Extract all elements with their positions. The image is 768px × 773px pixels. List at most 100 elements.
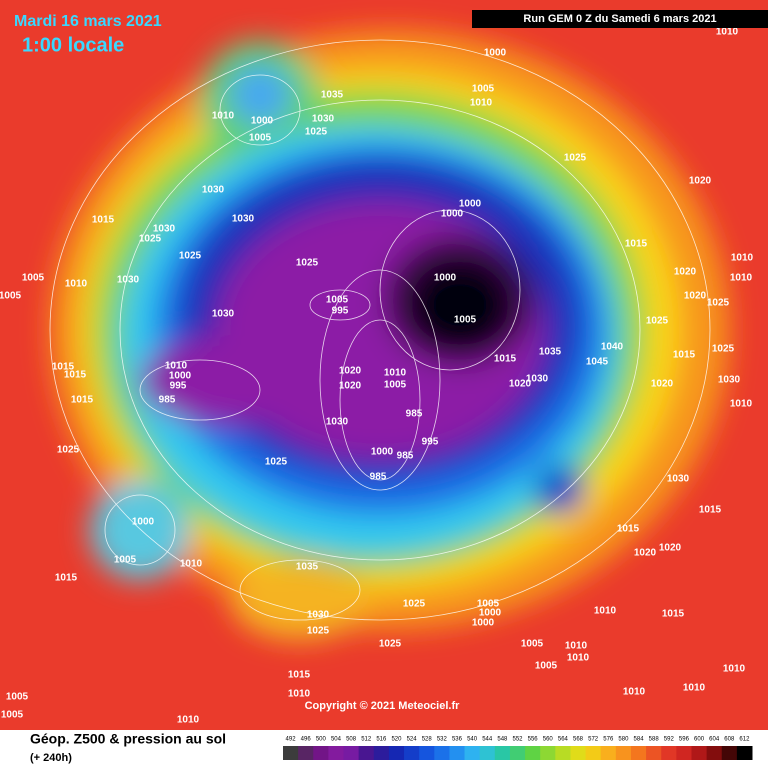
isobar-label: 1015	[55, 573, 78, 584]
isobar-label: 1015	[617, 524, 640, 535]
colorbar-label: 528	[422, 737, 433, 743]
colorbar-swatch	[525, 746, 541, 760]
isobar-label: 1015	[699, 505, 722, 516]
isobar-label: 1005	[521, 639, 544, 650]
colorbar-swatch	[691, 746, 708, 760]
isobar-label: 1035	[296, 562, 319, 573]
isobar-label: 995	[332, 306, 349, 317]
isobar-label: 1005	[454, 315, 477, 326]
isobar-label: 1015	[494, 354, 517, 365]
colorbar-label: 524	[407, 737, 418, 743]
isobar-label: 1010	[623, 687, 646, 698]
isobar-label: 1010	[212, 111, 235, 122]
isobar-label: 1005	[326, 295, 349, 306]
colorbar-label: 576	[603, 737, 614, 743]
colorbar-swatch	[388, 746, 405, 760]
isobar-label: 1020	[339, 381, 362, 392]
isobar-label: 1005	[6, 692, 29, 703]
isobar-label: 1010	[180, 559, 203, 570]
colorbar-label: 492	[286, 737, 297, 743]
colorbar-swatch	[540, 746, 556, 760]
colorbar-swatch	[555, 746, 571, 760]
colorbar-label: 556	[528, 737, 539, 743]
colorbar-label: 612	[739, 737, 750, 743]
time: 1:00 locale	[22, 34, 124, 56]
isobar-label: 1035	[321, 90, 344, 101]
isobar-label: 1015	[288, 670, 311, 681]
isobar-label: 1020	[651, 379, 674, 390]
isobar-label: 1000	[169, 371, 192, 382]
colorbar-swatch	[479, 746, 496, 760]
colorbar-swatch	[464, 746, 481, 760]
isobar-label: 1005	[114, 555, 137, 566]
isobar-label: 1010	[716, 27, 739, 38]
isobar-label: 1015	[52, 362, 75, 373]
colorbar: 492 496 500 504 508 512 516 520 524 528 532 536 540 5…	[283, 737, 753, 760]
isobar-label: 1015	[673, 350, 696, 361]
isobar-label: 1030	[153, 224, 176, 235]
colorbar-label: 600	[694, 737, 705, 743]
colorbar-label: 512	[361, 737, 372, 743]
colorbar-label: 596	[679, 737, 690, 743]
colorbar-label: 564	[558, 737, 569, 743]
isobar-label: 1025	[296, 258, 319, 269]
colorbar-swatch	[298, 746, 314, 760]
isobar-label: 1025	[265, 457, 288, 468]
colorbar-label: 572	[588, 737, 599, 743]
isobar-label: 1030	[718, 375, 741, 386]
isobar-label: 1000	[484, 48, 507, 59]
colorbar-swatch	[509, 746, 526, 760]
colorbar-label: 552	[512, 737, 523, 743]
isobar-label: 1025	[179, 251, 202, 262]
isobar-label: 1005	[535, 661, 558, 672]
isobar-label: 1030	[232, 214, 255, 225]
colorbar-swatch	[328, 746, 345, 760]
legend-title: Géop. Z500 & pression au sol	[30, 731, 226, 747]
colorbar-label: 568	[573, 737, 584, 743]
colorbar-swatch	[373, 746, 390, 760]
colorbar-label: 496	[301, 737, 312, 743]
colorbar-swatch	[585, 746, 602, 760]
colorbar-label: 504	[331, 737, 342, 743]
isobar-label: 1005	[384, 380, 407, 391]
colorbar-swatch	[313, 746, 329, 760]
isobar-label: 1000	[371, 447, 394, 458]
isobar-label: 1005	[477, 599, 500, 610]
colorbar-swatch	[570, 746, 587, 760]
isobar-label: 1015	[71, 395, 94, 406]
isobar-label: 1010	[594, 606, 617, 617]
isobar-label: 985	[370, 472, 387, 483]
isobar-label: 1005	[249, 133, 272, 144]
run-box	[472, 10, 768, 28]
colorbar-swatch	[358, 746, 375, 760]
isobar-label: 1005	[1, 710, 24, 721]
isobar-label: 985	[406, 409, 423, 420]
legend-lead: (+ 240h)	[30, 752, 72, 764]
isobar-label: 1015	[92, 215, 115, 226]
colorbar-swatch	[736, 746, 753, 760]
isobar-label: 1030	[312, 114, 335, 125]
colorbar-label: 604	[709, 737, 720, 743]
isobar-label: 1020	[689, 176, 712, 187]
colorbar-label: 608	[724, 737, 735, 743]
colorbar-swatch	[404, 746, 420, 760]
isobars	[49, 39, 711, 621]
isobar-label: 1020	[659, 543, 682, 554]
isobar-label: 1030	[202, 185, 225, 196]
colorbar-label: 520	[391, 737, 402, 743]
isobar-label: 985	[397, 451, 414, 462]
isobar-label: 1025	[403, 599, 426, 610]
isobar-label: 995	[170, 381, 187, 392]
colorbar-swatch	[449, 746, 466, 760]
isobar-label: 1010	[565, 641, 588, 652]
geopotential-field	[50, 30, 730, 640]
isobar-label: 1010	[730, 273, 753, 284]
isobar-label: 1020	[684, 291, 707, 302]
isobar-label: 1005	[0, 291, 22, 302]
isobar-label: 1010	[65, 279, 88, 290]
isobar-label: 1010	[384, 368, 407, 379]
isobar-label: 1005	[22, 273, 45, 284]
colorbar-label: 560	[543, 737, 554, 743]
isobar-label: 1020	[509, 379, 532, 390]
